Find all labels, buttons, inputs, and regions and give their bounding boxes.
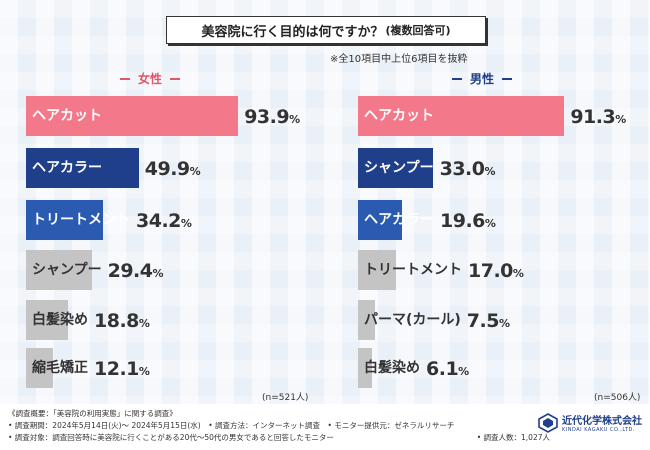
company-name: 近代化学株式会社 <box>562 416 642 427</box>
female-bar-label: 縮毛矯正 <box>32 360 88 376</box>
female-bar-value-number: 29.4 <box>107 260 153 282</box>
female-bar-value: 93.9% <box>244 96 300 136</box>
female-bar-value-unit: % <box>138 317 150 330</box>
male-bar-value-number: 19.6 <box>440 210 485 232</box>
female-title-dash-right <box>170 77 181 80</box>
company-logo-icon <box>538 412 558 433</box>
female-bar-value-number: 49.9 <box>144 158 190 180</box>
male-bar-value: 19.6% <box>440 200 496 240</box>
female-bar-value-unit: % <box>138 365 150 378</box>
female-bar-value-unit: % <box>289 113 301 126</box>
male-sample-size: (n=506人) <box>594 393 641 403</box>
female-bar-value: 18.8% <box>94 300 150 340</box>
male-bar <box>358 250 397 290</box>
male-bar-row: トリートメント 17.0% <box>358 250 648 290</box>
male-bar-value-unit: % <box>615 113 627 126</box>
male-bar <box>358 348 372 388</box>
male-bar-row: ヘアカット 91.3% <box>358 96 648 136</box>
female-bar <box>26 96 239 136</box>
male-bar-value-number: 7.5 <box>466 310 500 332</box>
chart-title: 美容院に行く目的は何ですか？ <box>201 24 384 40</box>
company-name-en: KINDAI KAGAKU CO.,LTD. <box>562 427 635 433</box>
male-bar <box>358 200 403 240</box>
footer-survey-period: • 調査期間：2024年5月14日(火)～ 2024年5月15日(水) • 調査… <box>8 421 455 430</box>
male-bar-value-unit: % <box>512 267 524 280</box>
female-bar-row: トリートメント 34.2% <box>26 200 316 240</box>
female-bar <box>26 250 93 290</box>
male-bar-row: パーマ(カール) 7.5% <box>358 300 648 340</box>
male-title-dash-right <box>502 77 513 80</box>
male-bar-label: ヘアカラー <box>364 212 434 228</box>
male-bar-value-unit: % <box>484 217 496 230</box>
male-bar-row: ヘアカラー 19.6% <box>358 200 648 240</box>
male-bar-row: 白髪染め 6.1% <box>358 348 648 388</box>
company-logo: 近代化学株式会社 KINDAI KAGAKU CO.,LTD. <box>538 412 642 433</box>
male-bar-value-number: 91.3 <box>570 106 616 128</box>
male-bar-value-unit: % <box>484 165 496 178</box>
female-bar-value-unit: % <box>180 217 192 230</box>
female-bar <box>26 200 104 240</box>
male-bar-value-number: 17.0 <box>468 260 513 282</box>
chart-title-sub: (複数回答可) <box>385 24 451 37</box>
male-bar-value: 6.1% <box>426 348 469 388</box>
male-bar-value: 17.0% <box>468 250 524 290</box>
survey-footer: 《調査概要：「美容院の利用実態」に関する調査》 • 調査期間：2024年5月14… <box>0 404 650 450</box>
female-bar-label: トリートメント <box>32 212 130 228</box>
chart-title-box: 美容院に行く目的は何ですか？ (複数回答可) <box>166 16 486 44</box>
male-bar <box>358 96 565 136</box>
male-bar-label: シャンプー <box>364 160 434 176</box>
female-bar-value-number: 12.1 <box>94 358 139 380</box>
female-panel-title: 女性 <box>120 70 181 87</box>
male-bar-label: トリートメント <box>364 262 462 278</box>
footer-survey-target: • 調査対象：調査回答時に美容院に行くことがある20代～50代の男女であると回答… <box>8 433 334 442</box>
female-bar-value: 49.9% <box>145 148 201 188</box>
female-bar-value-number: 34.2 <box>136 210 181 232</box>
male-bar <box>358 148 433 188</box>
female-bar-value: 34.2% <box>136 200 192 240</box>
male-bar-label: 白髪染め <box>364 360 420 376</box>
footer-respondents: • 調査人数：1,027人 <box>476 433 550 442</box>
female-bar-value: 29.4% <box>108 250 164 290</box>
female-bar-value-number: 93.9 <box>244 106 290 128</box>
male-panel-title: 男性 <box>452 70 513 87</box>
female-bar-row: 白髪染め 18.8% <box>26 300 316 340</box>
male-bar-value: 33.0% <box>440 148 496 188</box>
female-bar-row: 縮毛矯正 12.1% <box>26 348 316 388</box>
male-bar-label: ヘアカット <box>364 108 434 124</box>
male-bar-value-unit: % <box>458 365 470 378</box>
female-bar-row: ヘアカラー 49.9% <box>26 148 316 188</box>
male-bar-label: パーマ(カール) <box>364 312 461 328</box>
male-bar-value: 7.5% <box>467 300 510 340</box>
male-bar-value-number: 6.1 <box>426 358 459 380</box>
male-bar-row: シャンプー 33.0% <box>358 148 648 188</box>
female-bar-value-unit: % <box>189 165 201 178</box>
female-bar-value-number: 18.8 <box>94 310 139 332</box>
male-title-dash-left <box>452 77 462 80</box>
male-bar-value: 91.3% <box>570 96 626 136</box>
female-title-text: 女性 <box>138 72 163 86</box>
female-bar <box>26 148 139 188</box>
female-sample-size: (n=521人) <box>262 393 309 403</box>
male-bar-value-number: 33.0 <box>439 158 485 180</box>
female-bar-label: ヘアカラー <box>32 160 102 176</box>
male-bar <box>358 300 375 340</box>
chart-note: ※全10項目中上位6項目を抜粋 <box>330 54 468 65</box>
female-title-dash-left <box>120 77 130 80</box>
female-bar-label: 白髪染め <box>32 312 88 328</box>
female-bar-row: ヘアカット 93.9% <box>26 96 316 136</box>
male-title-text: 男性 <box>470 72 495 86</box>
female-bar <box>26 348 54 388</box>
female-bar-value-unit: % <box>152 267 164 280</box>
female-bar-label: シャンプー <box>32 262 102 278</box>
footer-survey-title: 《調査概要：「美容院の利用実態」に関する調査》 <box>8 409 177 418</box>
female-bar-label: ヘアカット <box>32 108 102 124</box>
female-bar-value: 12.1% <box>94 348 150 388</box>
female-bar <box>26 300 69 340</box>
female-bar-row: シャンプー 29.4% <box>26 250 316 290</box>
male-bar-value-unit: % <box>498 317 510 330</box>
